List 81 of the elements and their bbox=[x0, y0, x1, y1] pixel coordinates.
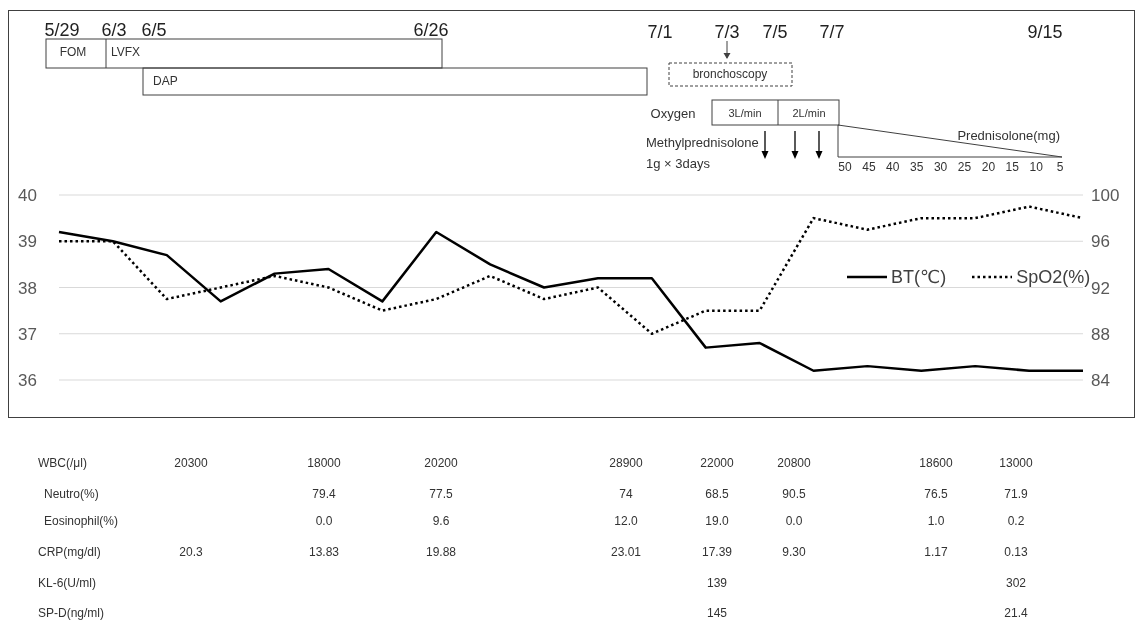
text: 18600 bbox=[919, 456, 953, 471]
legend-label: SpO2(%) bbox=[1016, 266, 1091, 288]
text: 7/5 bbox=[762, 22, 788, 43]
text: DAP bbox=[153, 74, 178, 89]
text: 18000 bbox=[307, 456, 341, 471]
text: 7/1 bbox=[647, 22, 673, 43]
text: 13.83 bbox=[308, 545, 340, 560]
text: 19.0 bbox=[705, 514, 729, 529]
text: 19.88 bbox=[425, 545, 457, 560]
text: 10 bbox=[1029, 160, 1043, 175]
text: 1.0 bbox=[927, 514, 945, 529]
text: 0.13 bbox=[1004, 545, 1028, 560]
text: 77.5 bbox=[429, 487, 453, 502]
text: SP-D(ng/ml) bbox=[38, 606, 105, 621]
text: 25 bbox=[957, 160, 972, 175]
text: 13000 bbox=[999, 456, 1033, 471]
text: 71.9 bbox=[1004, 487, 1028, 502]
y-tick-label: 39 bbox=[18, 232, 37, 252]
y2-tick-label: 100 bbox=[1091, 186, 1120, 206]
text: 9.6 bbox=[432, 514, 450, 529]
text: 30 bbox=[933, 160, 948, 175]
text: Neutro(%) bbox=[44, 487, 99, 502]
text: 76.5 bbox=[924, 487, 948, 502]
text: KL-6(U/ml) bbox=[38, 576, 97, 591]
text: 6/26 bbox=[413, 20, 449, 41]
text: 6/5 bbox=[141, 20, 167, 41]
text: Oxygen bbox=[650, 105, 696, 122]
text: 7/7 bbox=[819, 22, 845, 43]
y-tick-label: 38 bbox=[18, 278, 37, 298]
text: 15 bbox=[1005, 160, 1019, 175]
text: bronchoscopy bbox=[692, 67, 768, 82]
y-tick-label: 37 bbox=[18, 324, 37, 344]
text: Eosinophil(%) bbox=[44, 514, 119, 529]
text: 3L/min bbox=[728, 106, 762, 120]
text: 21.4 bbox=[1004, 606, 1028, 621]
text: 0.0 bbox=[315, 514, 333, 529]
y2-tick-label: 92 bbox=[1091, 278, 1110, 298]
text: 68.5 bbox=[705, 487, 729, 502]
text: 5/29 bbox=[44, 20, 80, 41]
text: 0.2 bbox=[1007, 514, 1025, 529]
text: 22000 bbox=[700, 456, 734, 471]
y-tick-label: 36 bbox=[18, 371, 37, 391]
text: 0.0 bbox=[785, 514, 803, 529]
text: 20.3 bbox=[179, 545, 203, 560]
text: CRP(mg/dl) bbox=[38, 545, 101, 560]
text: 50 bbox=[838, 160, 852, 175]
text: 20 bbox=[981, 160, 996, 175]
text: Methylprednisolone bbox=[646, 134, 759, 151]
text: 20800 bbox=[777, 456, 811, 471]
text: 20300 bbox=[174, 456, 208, 471]
text: 9.30 bbox=[782, 545, 806, 560]
y2-tick-label: 88 bbox=[1091, 324, 1110, 344]
text: 302 bbox=[1005, 576, 1027, 591]
text: 79.4 bbox=[312, 487, 336, 502]
text: 17.39 bbox=[701, 545, 733, 560]
text: 35 bbox=[910, 160, 924, 175]
y2-tick-label: 96 bbox=[1091, 232, 1110, 252]
y2-tick-label: 84 bbox=[1091, 371, 1110, 391]
text: 40 bbox=[886, 160, 900, 175]
text: 90.5 bbox=[782, 487, 806, 502]
text: 139 bbox=[706, 576, 728, 591]
text: 74 bbox=[619, 487, 633, 502]
text: 9/15 bbox=[1027, 22, 1063, 43]
text: 145 bbox=[706, 606, 728, 621]
text: 20200 bbox=[424, 456, 458, 471]
text: 6/3 bbox=[101, 20, 127, 41]
text: 1.17 bbox=[924, 545, 948, 560]
text: 2L/min bbox=[792, 106, 826, 120]
text: 5 bbox=[1056, 160, 1064, 175]
text: FOM bbox=[59, 45, 87, 60]
text: 28900 bbox=[609, 456, 643, 471]
text: 7/3 bbox=[714, 22, 740, 43]
text: 23.01 bbox=[610, 545, 642, 560]
text: LVFX bbox=[111, 45, 141, 60]
text: WBC(/μl) bbox=[38, 456, 87, 471]
text: Prednisolone(mg) bbox=[957, 127, 1060, 144]
y-tick-label: 40 bbox=[18, 186, 37, 206]
legend-label: BT(℃) bbox=[891, 266, 947, 288]
text: 1g × 3days bbox=[646, 155, 710, 172]
text: 45 bbox=[862, 160, 876, 175]
text: 12.0 bbox=[614, 514, 638, 529]
